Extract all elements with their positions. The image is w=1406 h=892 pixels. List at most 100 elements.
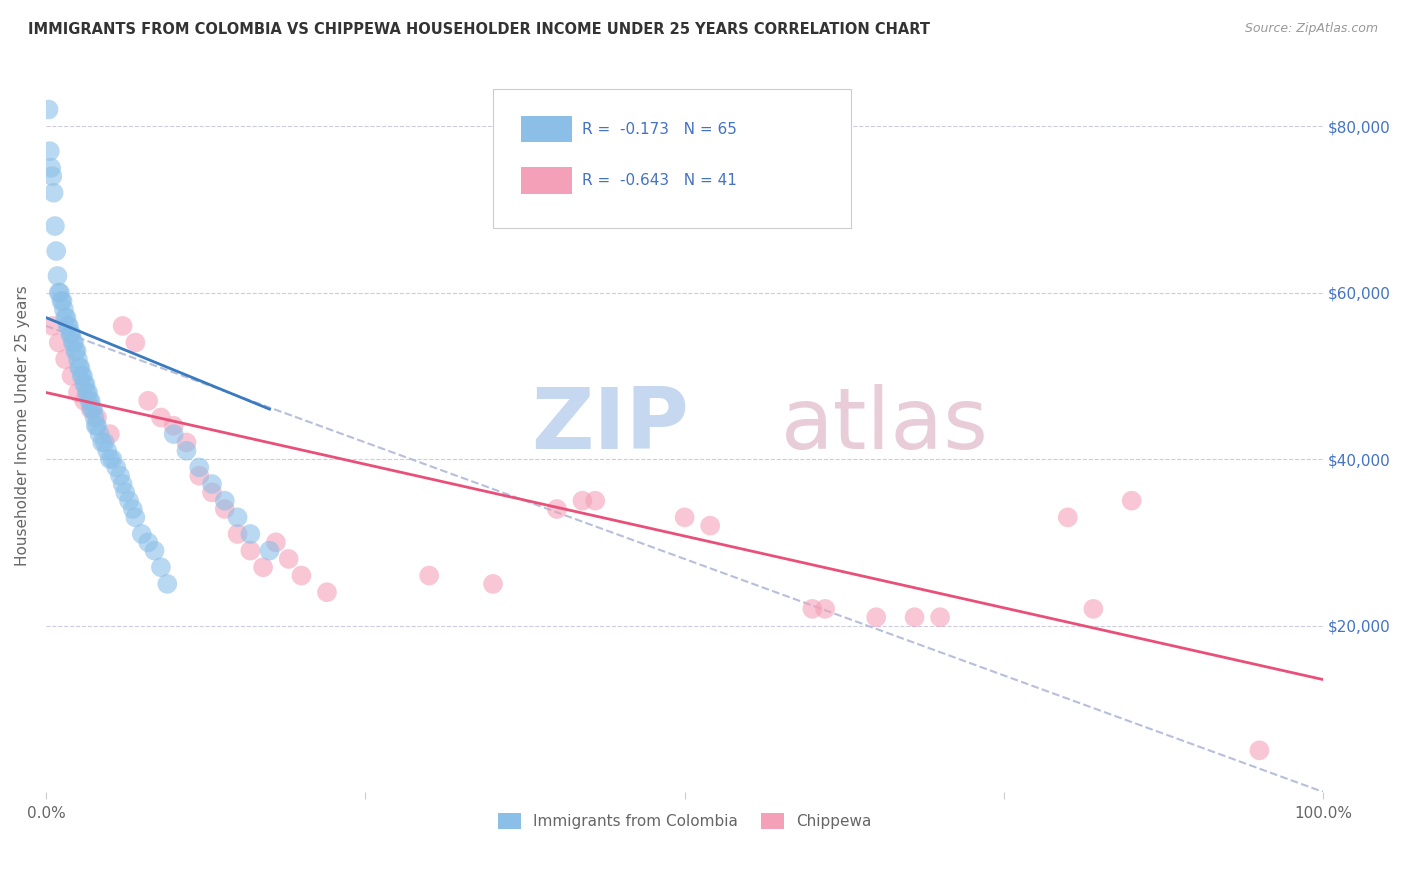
- Point: [84, 418, 107, 433]
- Point: [66, 343, 89, 358]
- Point: [108, 468, 131, 483]
- Point: [252, 560, 274, 574]
- Point: [66, 352, 89, 367]
- Point: [58, 318, 80, 333]
- Point: [111, 477, 134, 491]
- Point: [42, 186, 65, 200]
- Point: [201, 485, 224, 500]
- Point: [214, 502, 236, 516]
- Point: [41, 169, 63, 183]
- Point: [96, 443, 118, 458]
- Legend: Immigrants from Colombia, Chippewa: Immigrants from Colombia, Chippewa: [492, 807, 877, 836]
- Point: [239, 543, 262, 558]
- Point: [86, 418, 108, 433]
- Point: [418, 568, 440, 582]
- Bar: [522, 168, 572, 194]
- Point: [98, 452, 121, 467]
- Point: [1056, 510, 1078, 524]
- Point: [39, 161, 62, 175]
- Point: [801, 602, 824, 616]
- Point: [46, 268, 69, 283]
- Point: [865, 610, 887, 624]
- Point: [571, 493, 593, 508]
- Point: [53, 352, 76, 367]
- Point: [44, 219, 66, 233]
- Point: [188, 460, 211, 475]
- Point: [316, 585, 339, 599]
- Point: [264, 535, 287, 549]
- Point: [149, 410, 172, 425]
- Point: [69, 360, 91, 375]
- Point: [76, 385, 98, 400]
- Point: [77, 385, 100, 400]
- Point: [93, 435, 115, 450]
- Point: [83, 410, 105, 425]
- Point: [163, 418, 186, 433]
- Point: [188, 468, 211, 483]
- Point: [1249, 743, 1271, 757]
- Point: [226, 527, 249, 541]
- Point: [67, 360, 90, 375]
- Point: [73, 377, 96, 392]
- Point: [176, 443, 198, 458]
- Point: [482, 577, 505, 591]
- Point: [79, 393, 101, 408]
- Point: [121, 502, 143, 516]
- Point: [136, 393, 159, 408]
- Point: [143, 543, 166, 558]
- Point: [673, 510, 696, 524]
- Point: [814, 602, 837, 616]
- Point: [259, 543, 281, 558]
- Point: [45, 244, 67, 258]
- Point: [38, 103, 60, 117]
- Point: [59, 327, 82, 342]
- Point: [131, 527, 153, 541]
- Point: [124, 335, 146, 350]
- Point: [48, 335, 70, 350]
- Point: [277, 552, 299, 566]
- Point: [51, 293, 73, 308]
- Text: IMMIGRANTS FROM COLOMBIA VS CHIPPEWA HOUSEHOLDER INCOME UNDER 25 YEARS CORRELATI: IMMIGRANTS FROM COLOMBIA VS CHIPPEWA HOU…: [28, 22, 931, 37]
- Point: [60, 368, 83, 383]
- Point: [163, 427, 186, 442]
- Point: [546, 502, 568, 516]
- Point: [156, 577, 179, 591]
- Text: Source: ZipAtlas.com: Source: ZipAtlas.com: [1244, 22, 1378, 36]
- Point: [82, 402, 104, 417]
- Text: ZIP: ZIP: [531, 384, 689, 467]
- Point: [65, 343, 87, 358]
- Point: [118, 493, 141, 508]
- Point: [75, 377, 97, 392]
- Point: [60, 327, 83, 342]
- Y-axis label: Householder Income Under 25 years: Householder Income Under 25 years: [15, 285, 30, 566]
- Point: [70, 368, 93, 383]
- Point: [226, 510, 249, 524]
- Point: [86, 410, 108, 425]
- Point: [56, 318, 79, 333]
- Point: [41, 318, 63, 333]
- Point: [55, 310, 77, 325]
- Point: [111, 318, 134, 333]
- Point: [136, 535, 159, 549]
- Point: [1083, 602, 1105, 616]
- Point: [38, 144, 60, 158]
- Point: [101, 452, 124, 467]
- Point: [239, 527, 262, 541]
- Point: [105, 460, 128, 475]
- Text: R =  -0.173   N = 65: R = -0.173 N = 65: [582, 121, 737, 136]
- Point: [73, 393, 96, 408]
- Point: [699, 518, 721, 533]
- Text: R =  -0.643   N = 41: R = -0.643 N = 41: [582, 173, 737, 188]
- Point: [1121, 493, 1143, 508]
- Bar: [522, 116, 572, 143]
- Point: [89, 427, 111, 442]
- Point: [214, 493, 236, 508]
- Point: [290, 568, 312, 582]
- Point: [98, 427, 121, 442]
- Point: [53, 310, 76, 325]
- Point: [124, 510, 146, 524]
- Point: [63, 335, 86, 350]
- Point: [72, 368, 94, 383]
- Point: [929, 610, 952, 624]
- Point: [52, 293, 75, 308]
